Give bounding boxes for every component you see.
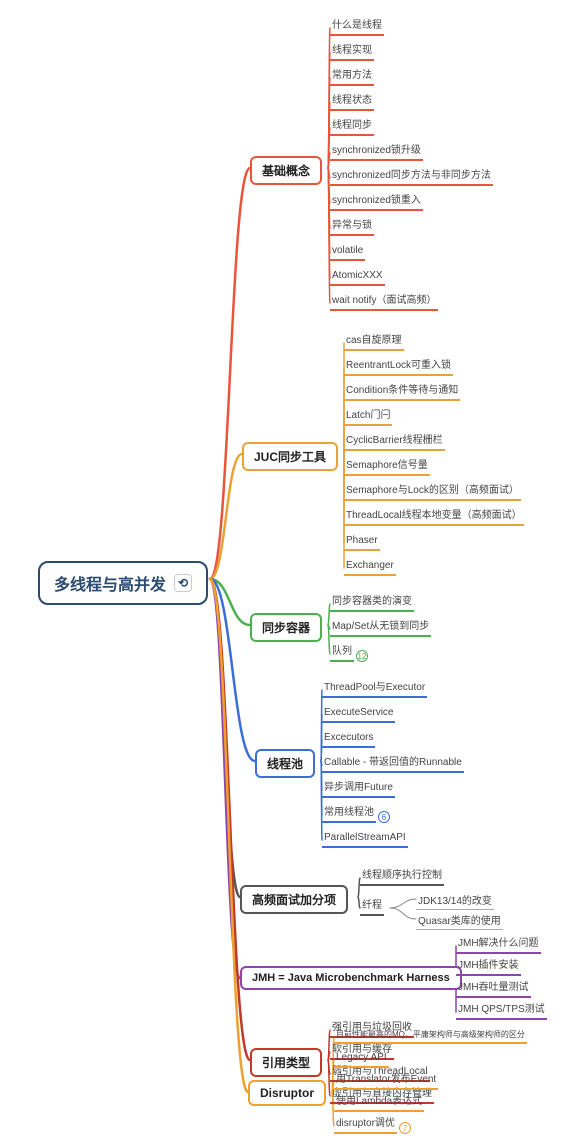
leaf[interactable]: 纤程 <box>360 900 384 916</box>
leaf[interactable]: cas自旋原理 <box>344 335 404 351</box>
count-badge: 12 <box>356 650 368 662</box>
leaf[interactable]: Callable - 带返回值的Runnable <box>322 757 464 773</box>
branch-b6[interactable]: 引用类型 <box>250 1048 322 1077</box>
count-badge: 6 <box>378 811 390 823</box>
leaf[interactable]: 目前性能最高的MQ，平庸架构师与高级架构师的区分 <box>334 1030 527 1044</box>
leaf[interactable]: disruptor调优 <box>334 1118 397 1134</box>
leaf[interactable]: synchronized锁升级 <box>330 145 423 161</box>
root-node[interactable]: 多线程与高并发 ⟲ <box>38 561 208 605</box>
branch-b7[interactable]: Disruptor <box>248 1080 326 1106</box>
leaf[interactable]: 队列 <box>330 646 354 662</box>
leaf[interactable]: JMH QPS/TPS测试 <box>456 1004 547 1020</box>
leaf[interactable]: wait notify（面试高频） <box>330 295 438 311</box>
leaf[interactable]: JMH解决什么问题 <box>456 938 541 954</box>
leaf[interactable]: 线程顺序执行控制 <box>360 870 444 886</box>
branch-b2[interactable]: 同步容器 <box>250 613 322 642</box>
branch-label: 引用类型 <box>262 1056 310 1070</box>
leaf[interactable]: 常用线程池 <box>322 807 376 823</box>
branch-b1[interactable]: JUC同步工具 <box>242 442 338 471</box>
leaf[interactable]: JMH插件安装 <box>456 960 521 976</box>
subleaf[interactable]: Quasar类库的使用 <box>416 912 503 930</box>
leaf[interactable]: 常用方法 <box>330 70 374 86</box>
leaf[interactable]: CyclicBarrier线程栅栏 <box>344 435 445 451</box>
subleaf[interactable]: JDK13/14的改变 <box>416 892 494 910</box>
branch-label: 同步容器 <box>262 621 310 635</box>
leaf[interactable]: Semaphore信号量 <box>344 460 430 476</box>
leaf[interactable]: ReentrantLock可重入锁 <box>344 360 453 376</box>
link-icon: ⟲ <box>174 574 192 592</box>
leaf[interactable]: 异步调用Future <box>322 782 395 798</box>
leaf[interactable]: Semaphore与Lock的区别（高频面试） <box>344 485 521 501</box>
leaf[interactable]: 使用Lambda表达式 <box>334 1096 424 1112</box>
branch-b0[interactable]: 基础概念 <box>250 156 322 185</box>
leaf[interactable]: Condition条件等待与通知 <box>344 385 460 401</box>
leaf[interactable]: 同步容器类的演变 <box>330 596 414 612</box>
leaf[interactable]: Legacy API <box>334 1052 389 1068</box>
branch-b4[interactable]: 高频面试加分项 <box>240 885 348 914</box>
branch-label: 高频面试加分项 <box>252 893 336 907</box>
leaf[interactable]: ParallelStreamAPI <box>322 832 408 848</box>
leaf[interactable]: Phaser <box>344 535 380 551</box>
leaf[interactable]: synchronized同步方法与非同步方法 <box>330 170 493 186</box>
leaf[interactable]: Exchanger <box>344 560 396 576</box>
branch-label: Disruptor <box>260 1086 314 1100</box>
branch-b5[interactable]: JMH = Java Microbenchmark Harness <box>240 966 462 990</box>
leaf[interactable]: AtomicXXX <box>330 270 385 286</box>
leaf[interactable]: ThreadLocal线程本地变量（高频面试） <box>344 510 524 526</box>
leaf[interactable]: synchronized锁重入 <box>330 195 423 211</box>
root-label: 多线程与高并发 <box>54 571 166 595</box>
branch-label: 基础概念 <box>262 164 310 178</box>
leaf[interactable]: Map/Set从无锁到同步 <box>330 621 431 637</box>
branch-b3[interactable]: 线程池 <box>255 749 315 778</box>
leaf[interactable]: 线程同步 <box>330 120 374 136</box>
leaf[interactable]: JMH吞吐量测试 <box>456 982 531 998</box>
branch-label: 线程池 <box>267 757 303 771</box>
leaf[interactable]: Excecutors <box>322 732 375 748</box>
leaf[interactable]: 什么是线程 <box>330 20 384 36</box>
leaf[interactable]: ThreadPool与Executor <box>322 682 427 698</box>
leaf[interactable]: volatile <box>330 245 365 261</box>
leaf[interactable]: ExecuteService <box>322 707 395 723</box>
leaf[interactable]: 用Translator发布Event <box>334 1074 438 1090</box>
branch-label: JUC同步工具 <box>254 450 326 464</box>
leaf[interactable]: 线程状态 <box>330 95 374 111</box>
count-badge: 7 <box>399 1122 411 1134</box>
leaf[interactable]: 异常与锁 <box>330 220 374 236</box>
branch-label: JMH = Java Microbenchmark Harness <box>252 972 450 984</box>
leaf[interactable]: 线程实现 <box>330 45 374 61</box>
leaf[interactable]: Latch门闩 <box>344 410 392 426</box>
